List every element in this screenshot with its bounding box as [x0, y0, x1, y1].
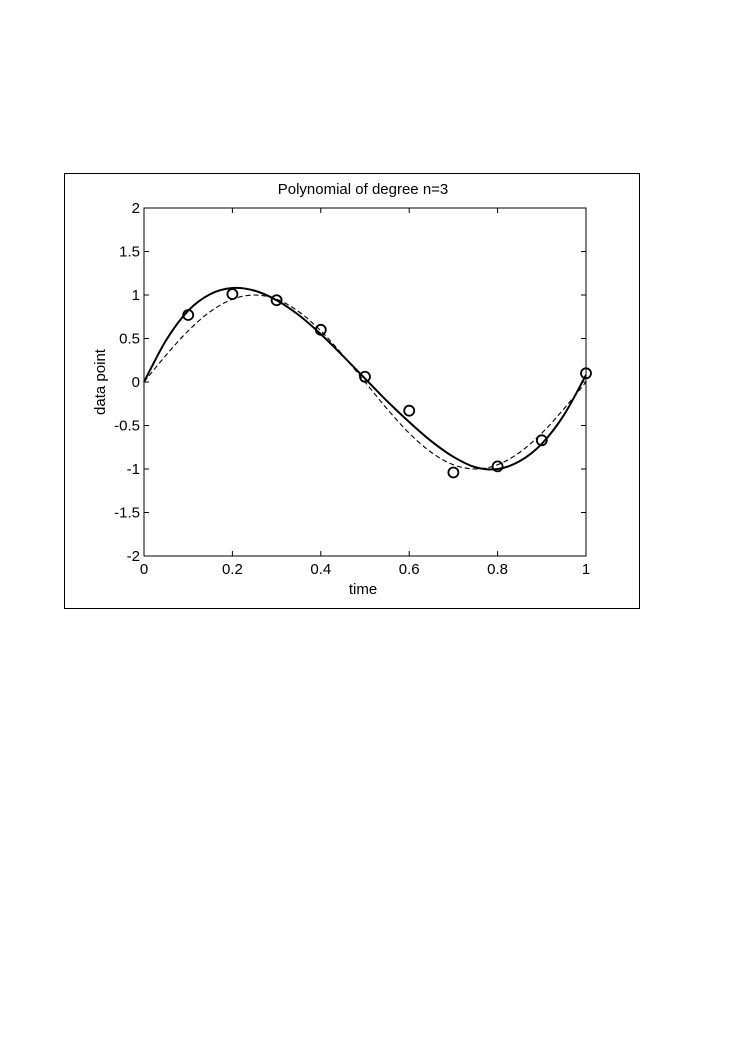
- y-tick-label: 0: [132, 374, 140, 391]
- data-point-marker: [491, 460, 504, 473]
- fitted-polynomial-curve: [143, 286, 587, 471]
- data-point-marker: [403, 404, 416, 417]
- x-tick-label: 0.8: [487, 561, 508, 578]
- data-point-marker: [182, 309, 195, 321]
- x-tick-label: 0.4: [310, 561, 331, 578]
- x-tick-label: 1: [582, 561, 590, 578]
- chart-title: Polynomial of degree n=3: [278, 181, 449, 198]
- y-tick-label: 0.5: [119, 331, 140, 348]
- x-tick-label: 0.6: [399, 561, 420, 578]
- y-tick-label: 2: [132, 200, 140, 217]
- data-point-marker: [226, 288, 239, 301]
- x-tick-label: 0.2: [222, 561, 243, 578]
- data-point-marker: [314, 323, 327, 336]
- x-tick-label: 0: [140, 561, 148, 578]
- data-point-marker: [535, 434, 548, 447]
- data-point-marker: [359, 370, 371, 383]
- y-tick-label: -2: [127, 548, 140, 565]
- y-tick-label: 1.5: [119, 244, 140, 261]
- data-point-marker: [270, 294, 283, 307]
- y-tick-label: -1: [127, 461, 140, 478]
- y-tick-label: -0.5: [114, 418, 140, 435]
- y-axis-label: data point: [92, 348, 109, 415]
- data-point-marker: [447, 466, 460, 479]
- y-tick-label: 1: [132, 287, 140, 304]
- y-tick-label: -1.5: [114, 505, 140, 522]
- data-point-marker: [580, 367, 592, 380]
- plot-area: 0 0.2 0.4 0.6 0.8 1 2 1.5 1 0.5 0 -0.5 -1 -1.5 -2: [114, 200, 592, 578]
- chart: Polynomial of degree n=3 time data point…: [92, 181, 592, 598]
- figure-frame: Polynomial of degree n=3 time data point…: [64, 173, 640, 609]
- x-axis-label: time: [349, 581, 377, 598]
